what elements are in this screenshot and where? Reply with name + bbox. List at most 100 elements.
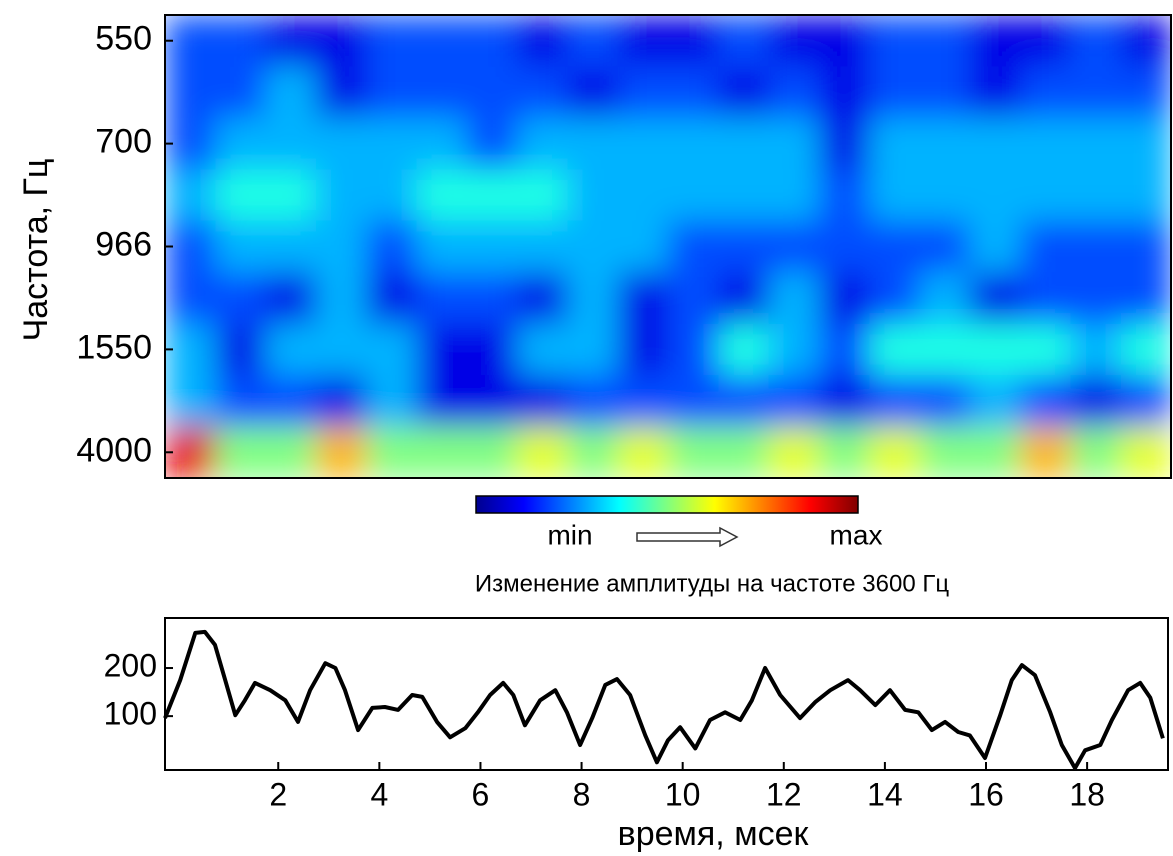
heatmap-cell <box>718 15 770 68</box>
heatmap-cell <box>165 15 217 68</box>
heatmap-cell <box>165 272 217 325</box>
heatmap-cell <box>567 169 619 222</box>
heatmap-cell <box>1020 323 1072 377</box>
colorbar-min-label: min <box>547 519 592 550</box>
heatmap-cell <box>1020 15 1072 68</box>
y-axis-label: Частота, Гц <box>17 159 55 342</box>
heatmap-cell <box>617 323 669 377</box>
heatmap-cell <box>416 323 468 377</box>
line-chart-title: Изменение амплитуды на частоте 3600 Гц <box>475 570 949 597</box>
heatmap-cell <box>818 117 871 171</box>
heatmap-cell <box>1120 323 1171 377</box>
heatmap-cell <box>466 169 519 222</box>
heatmap-cell <box>215 220 267 274</box>
heatmap-cell <box>466 426 519 478</box>
heatmap-cell <box>215 272 267 325</box>
heatmap-cell <box>416 426 468 478</box>
heatmap-cell <box>567 426 619 478</box>
heatmap-cell <box>567 66 619 119</box>
heatmap-cell <box>466 117 519 171</box>
heatmap-cell <box>366 272 418 325</box>
heatmap-cell <box>919 375 971 428</box>
line-chart: 2 4 6 8 10 12 14 16 18 100 200 <box>104 629 1165 812</box>
colorbar-max-label: max <box>830 519 883 550</box>
heatmap-cell <box>265 169 317 222</box>
y-tick-label: 700 <box>95 123 152 161</box>
line-chart-frame <box>164 617 1169 771</box>
heatmap-cell <box>718 220 770 274</box>
heatmap-cell <box>617 272 669 325</box>
heatmap-cell <box>718 272 770 325</box>
heatmap-cell <box>818 15 871 68</box>
heatmap-cell <box>869 375 921 428</box>
heatmap-cell <box>315 220 368 274</box>
heatmap-cell <box>1020 272 1072 325</box>
heatmap-cell <box>416 117 468 171</box>
heatmap-cell <box>969 66 1022 119</box>
heatmap-cell <box>517 220 569 274</box>
heatmap-cell <box>165 426 217 478</box>
heatmap-cell <box>869 323 921 377</box>
y-tick-label: 100 <box>104 696 157 732</box>
heatmap-cell <box>567 272 619 325</box>
heatmap-cell <box>1020 220 1072 274</box>
heatmap-cell <box>869 117 921 171</box>
heatmap-cell <box>366 375 418 428</box>
heatmap <box>165 15 1171 478</box>
heatmap-cell <box>1020 117 1072 171</box>
y-tick-label: 1550 <box>76 328 152 366</box>
heatmap-cell <box>969 15 1022 68</box>
heatmap-cell <box>1070 169 1122 222</box>
heatmap-cell <box>617 66 669 119</box>
heatmap-cell <box>567 323 619 377</box>
heatmap-cell <box>617 426 669 478</box>
heatmap-cell <box>1020 426 1072 478</box>
heatmap-cell <box>1070 323 1122 377</box>
heatmap-cell <box>315 117 368 171</box>
heatmap-cell <box>366 15 418 68</box>
heatmap-cell <box>919 272 971 325</box>
heatmap-cell <box>617 220 669 274</box>
heatmap-cell <box>315 426 368 478</box>
heatmap-cell <box>768 272 820 325</box>
heatmap-cell <box>1120 220 1171 274</box>
heatmap-cell <box>215 426 267 478</box>
heatmap-cell <box>818 323 871 377</box>
heatmap-cell <box>1120 66 1171 119</box>
heatmap-cell <box>1070 15 1122 68</box>
heatmap-cell <box>969 169 1022 222</box>
heatmap-cell <box>768 66 820 119</box>
heatmap-cell <box>265 375 317 428</box>
x-tick-label: 18 <box>1069 776 1105 812</box>
heatmap-cell <box>315 15 368 68</box>
heatmap-cell <box>668 117 720 171</box>
heatmap-cell <box>165 117 217 171</box>
heatmap-cell <box>366 117 418 171</box>
heatmap-cell <box>165 323 217 377</box>
heatmap-cell <box>315 169 368 222</box>
heatmap-cell <box>919 15 971 68</box>
heatmap-cell <box>165 66 217 119</box>
heatmap-cell <box>215 169 267 222</box>
heatmap-cell <box>366 220 418 274</box>
heatmap-cell <box>1070 117 1122 171</box>
heatmap-cell <box>466 272 519 325</box>
y-tick-label: 4000 <box>76 431 152 469</box>
heatmap-cell <box>567 220 619 274</box>
heatmap-cell <box>215 15 267 68</box>
heatmap-cell <box>617 169 669 222</box>
heatmap-cell <box>517 426 569 478</box>
y-tick-label: 550 <box>95 20 152 58</box>
heatmap-cell <box>1120 375 1171 428</box>
heatmap-cell <box>1070 426 1122 478</box>
heatmap-cell <box>668 426 720 478</box>
heatmap-cell <box>919 66 971 119</box>
heatmap-cell <box>567 15 619 68</box>
x-tick-label: 10 <box>665 776 701 812</box>
heatmap-cell <box>1120 169 1171 222</box>
heatmap-cell <box>1070 66 1122 119</box>
heatmap-cell <box>1020 375 1072 428</box>
heatmap-cell <box>969 426 1022 478</box>
heatmap-cell <box>517 169 569 222</box>
heatmap-cell <box>617 15 669 68</box>
